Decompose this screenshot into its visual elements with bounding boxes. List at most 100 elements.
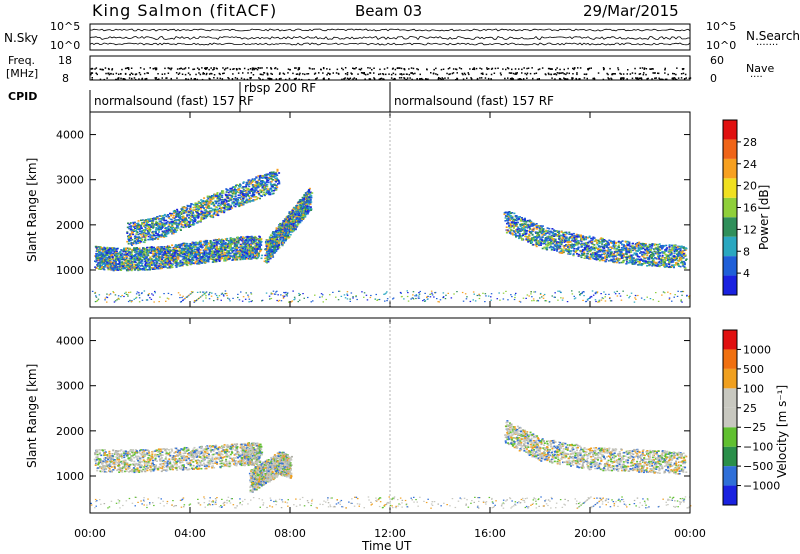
- echo-cell: [103, 266, 106, 268]
- echo-cell: [363, 296, 365, 298]
- echo-cell: [206, 200, 209, 203]
- frequency-point: [90, 68, 93, 70]
- echo-cell: [113, 267, 116, 269]
- echo-cell: [184, 245, 187, 248]
- echo-cell: [95, 255, 98, 257]
- echo-cell: [208, 294, 210, 296]
- echo-cell: [106, 258, 109, 261]
- echo-cell: [194, 253, 197, 255]
- frequency-point: [515, 72, 517, 74]
- echo-cell: [174, 264, 177, 267]
- echo-cell: [525, 297, 527, 299]
- echo-cell: [114, 252, 117, 255]
- echo-cell: [130, 258, 133, 261]
- frequency-point: [357, 73, 359, 75]
- echo-cell: [184, 244, 187, 247]
- frequency-point: [316, 77, 318, 79]
- echo-cell: [335, 296, 337, 298]
- echo-cell: [123, 267, 126, 269]
- echo-cell: [116, 263, 119, 265]
- echo-cell: [166, 297, 169, 299]
- echo-cell: [138, 297, 141, 299]
- echo-cell: [125, 260, 128, 262]
- frequency-point: [572, 67, 574, 70]
- echo-cell: [160, 260, 163, 263]
- frequency-point: [251, 69, 254, 71]
- frequency-point: [532, 77, 534, 80]
- echo-cell: [154, 267, 157, 270]
- echo-cell: [130, 225, 133, 228]
- frequency-point: [311, 68, 314, 70]
- echo-cell: [275, 291, 277, 293]
- frequency-point: [602, 67, 605, 69]
- echo-cell: [160, 251, 163, 254]
- frequency-point: [399, 67, 401, 69]
- echo-cell: [148, 232, 151, 234]
- echo-cell: [211, 216, 214, 218]
- echo-cell: [162, 247, 165, 250]
- frequency-point: [559, 68, 561, 71]
- echo-cell: [188, 214, 191, 216]
- echo-cell: [193, 217, 196, 219]
- echo-cell: [218, 239, 221, 241]
- frequency-point: [683, 78, 686, 80]
- echo-cell: [251, 178, 254, 180]
- frequency-point: [555, 73, 558, 76]
- frequency-point: [344, 73, 347, 75]
- echo-cell: [668, 298, 671, 300]
- echo-cell: [197, 210, 200, 212]
- echo-cell: [119, 252, 122, 254]
- echo-cell: [591, 290, 594, 292]
- echo-cell: [210, 295, 213, 297]
- frequency-point: [455, 68, 458, 71]
- frequency-point: [435, 73, 437, 75]
- echo-cell: [135, 251, 138, 254]
- echo-cell: [122, 250, 125, 253]
- echo-cell: [154, 255, 157, 258]
- echo-cell: [118, 261, 121, 263]
- frequency-point: [120, 73, 122, 75]
- echo-cell: [110, 266, 113, 269]
- echo-cell: [247, 194, 249, 197]
- echo-cell: [680, 300, 682, 302]
- echo-cell: [664, 292, 666, 294]
- frequency-point: [323, 67, 325, 70]
- echo-cell: [157, 251, 160, 253]
- echo-cell: [106, 293, 108, 295]
- echo-cell: [121, 265, 124, 268]
- echo-cell: [106, 296, 109, 299]
- echo-cell: [204, 261, 207, 264]
- frequency-point: [631, 72, 634, 74]
- echo-cell: [129, 268, 132, 270]
- echo-cell: [134, 247, 137, 249]
- echo-cell: [196, 246, 198, 249]
- frequency-point: [558, 77, 561, 80]
- frequency-point: [344, 77, 346, 79]
- echo-cell: [120, 249, 123, 251]
- echo-cell: [652, 299, 654, 301]
- echo-cell: [176, 249, 179, 252]
- frequency-point: [259, 67, 262, 69]
- echo-cell: [220, 293, 223, 295]
- echo-cell: [554, 292, 556, 294]
- echo-cell: [238, 250, 241, 253]
- frequency-point: [400, 73, 403, 75]
- echo-cell: [366, 299, 369, 301]
- echo-cell: [133, 259, 136, 261]
- echo-cell: [194, 262, 197, 264]
- echo-cell: [129, 259, 132, 262]
- echo-cell: [171, 256, 174, 259]
- echo-cell: [110, 258, 113, 261]
- echo-cell: [141, 267, 144, 270]
- echo-cell: [111, 262, 114, 265]
- echo-cell: [217, 202, 220, 205]
- echo-cell: [110, 247, 113, 249]
- echo-cell: [161, 227, 164, 230]
- echo-cell: [114, 264, 117, 267]
- echo-cell: [190, 293, 192, 295]
- frequency-point: [403, 73, 405, 75]
- echo-cell: [310, 301, 312, 303]
- echo-cell: [238, 299, 241, 301]
- frequency-point: [167, 72, 170, 74]
